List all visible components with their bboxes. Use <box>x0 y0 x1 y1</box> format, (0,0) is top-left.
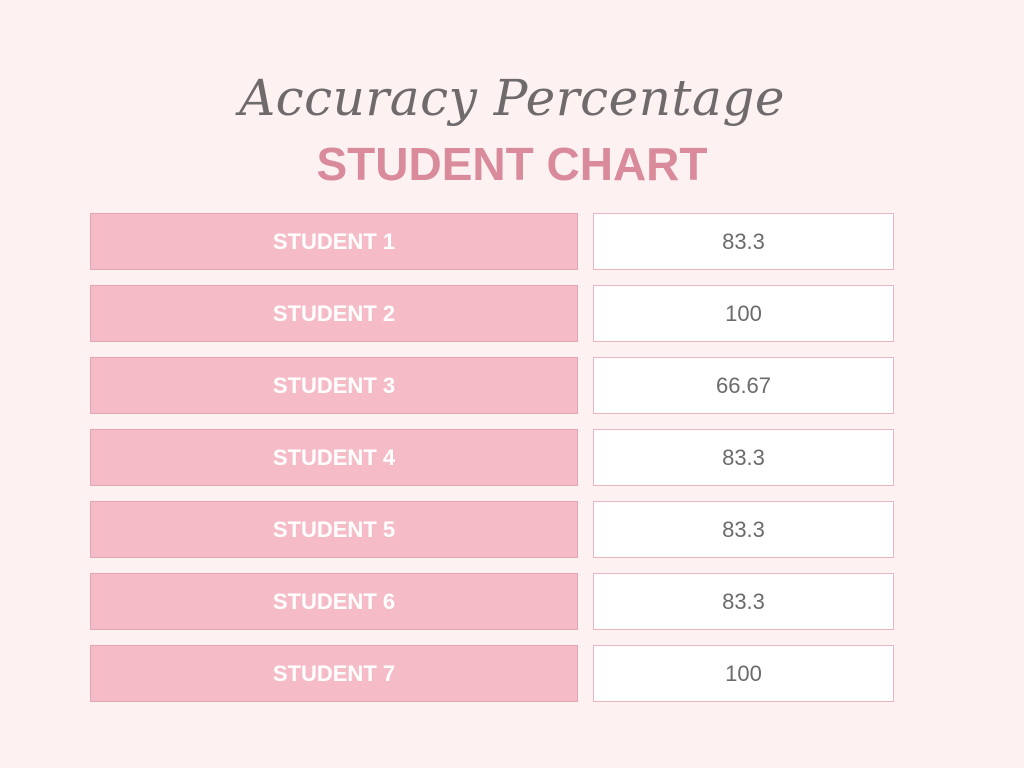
accuracy-value-cell: 83.3 <box>593 501 894 558</box>
table-row: STUDENT 1 83.3 <box>90 213 895 270</box>
accuracy-value-cell: 66.67 <box>593 357 894 414</box>
student-label-cell: STUDENT 2 <box>90 285 578 342</box>
table-row: STUDENT 6 83.3 <box>90 573 895 630</box>
table-row: STUDENT 7 100 <box>90 645 895 702</box>
student-label-cell: STUDENT 4 <box>90 429 578 486</box>
student-label-cell: STUDENT 7 <box>90 645 578 702</box>
accuracy-value-cell: 83.3 <box>593 213 894 270</box>
student-label-cell: STUDENT 6 <box>90 573 578 630</box>
table-row: STUDENT 5 83.3 <box>90 501 895 558</box>
accuracy-value-cell: 83.3 <box>593 573 894 630</box>
accuracy-value-cell: 83.3 <box>593 429 894 486</box>
student-label-cell: STUDENT 1 <box>90 213 578 270</box>
accuracy-value-cell: 100 <box>593 645 894 702</box>
table-row: STUDENT 3 66.67 <box>90 357 895 414</box>
student-table: STUDENT 1 83.3 STUDENT 2 100 STUDENT 3 6… <box>90 213 895 717</box>
student-label-cell: STUDENT 5 <box>90 501 578 558</box>
chart-main-title: STUDENT CHART <box>316 138 708 190</box>
student-label-cell: STUDENT 3 <box>90 357 578 414</box>
accuracy-value-cell: 100 <box>593 285 894 342</box>
table-row: STUDENT 2 100 <box>90 285 895 342</box>
table-row: STUDENT 4 83.3 <box>90 429 895 486</box>
chart-script-title: Accuracy Percentage <box>239 69 785 127</box>
